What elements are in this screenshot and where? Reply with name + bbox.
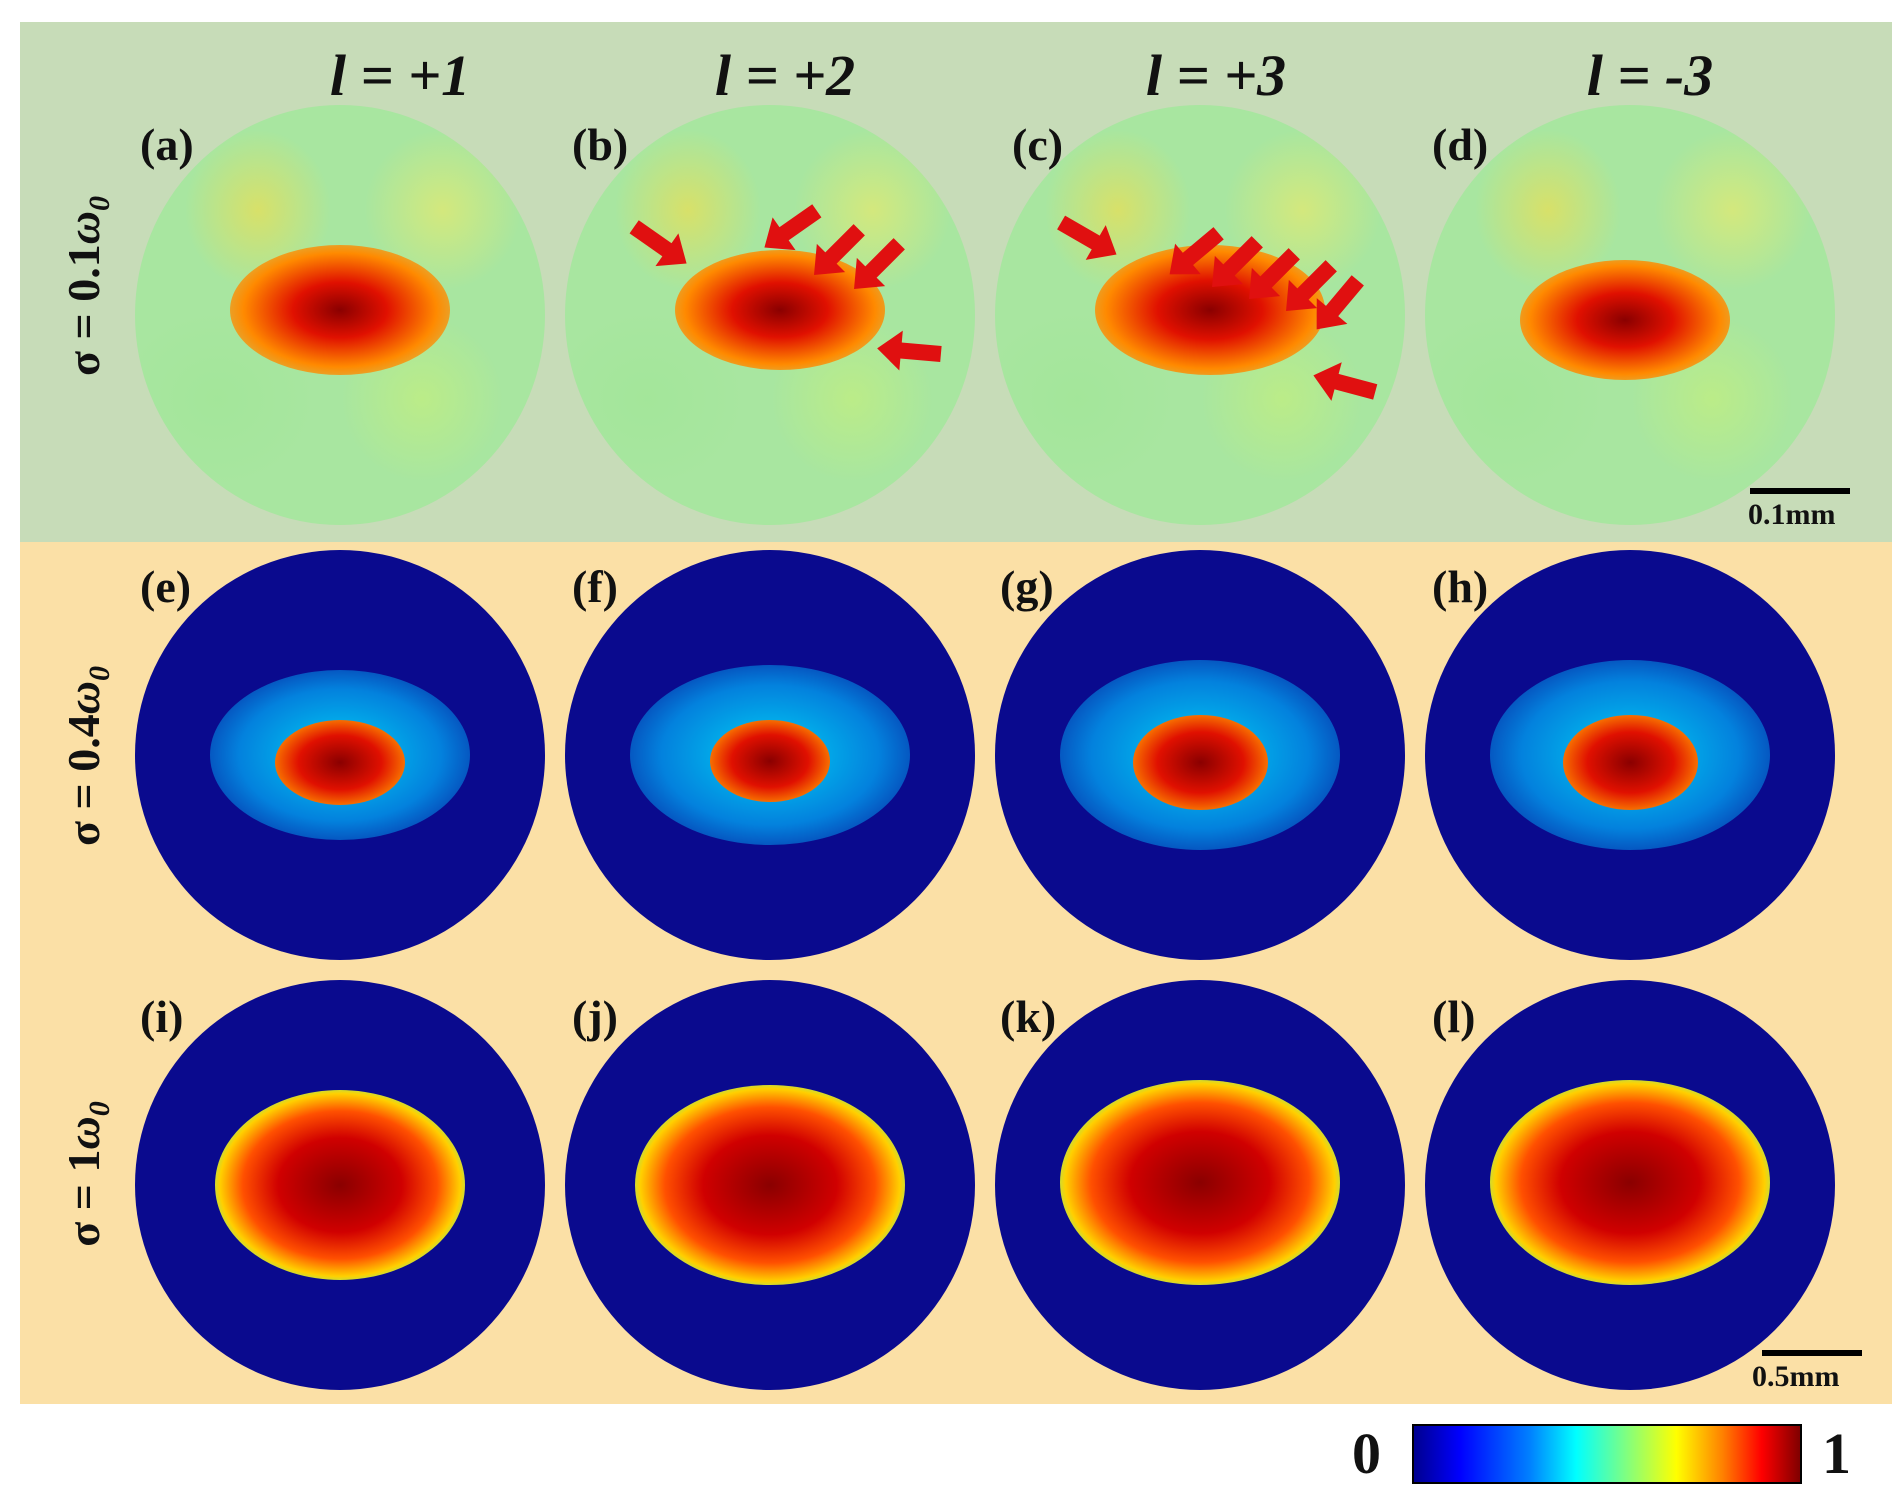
intensity-map-i [135,980,545,1390]
panel-label-e: (e) [140,561,192,612]
scalebar-bottom-label: 0.5mm [1752,1360,1840,1393]
panel-label-d: (d) [1432,119,1489,170]
intensity-map-k [995,980,1405,1390]
panel-label-b: (b) [572,119,629,170]
intensity-map-a [135,105,545,525]
colorbar [1412,1424,1802,1484]
intensity-map-g [995,550,1405,960]
panel-label-l: (l) [1432,991,1476,1042]
intensity-map-h [1425,550,1835,960]
intensity-map-l [1425,980,1835,1390]
column-header-4: l = -3 [1586,43,1714,108]
intensity-map-f [565,550,975,960]
scalebar-top-label: 0.1mm [1748,498,1836,531]
panel-label-h: (h) [1432,561,1489,612]
row-header-2: σ = 0.4ω0 [58,666,117,846]
panel-label-i: (i) [140,991,184,1042]
panel-label-k: (k) [1000,991,1057,1042]
intensity-map-b [565,105,975,525]
panel-label-a: (a) [140,119,194,170]
colorbar-max-label: 1 [1822,1421,1851,1486]
intensity-map-e [135,550,545,960]
intensity-map-d [1425,105,1835,525]
colorbar-min-label: 0 [1352,1421,1381,1486]
scalebar-top [1750,488,1850,494]
row-header-3: σ = 1ω0 [58,1101,117,1247]
column-header-3: l = +3 [1145,43,1287,108]
intensity-map-j [565,980,975,1390]
panel-label-j: (j) [572,991,618,1042]
panel-label-c: (c) [1012,119,1064,170]
scalebar-bottom [1762,1350,1862,1356]
panel-label-f: (f) [572,561,618,612]
column-header-2: l = +2 [714,43,856,108]
column-header-1: l = +1 [329,43,471,108]
panel-label-g: (g) [1000,561,1054,612]
row-header-1: σ = 0.1ω0 [58,196,117,376]
